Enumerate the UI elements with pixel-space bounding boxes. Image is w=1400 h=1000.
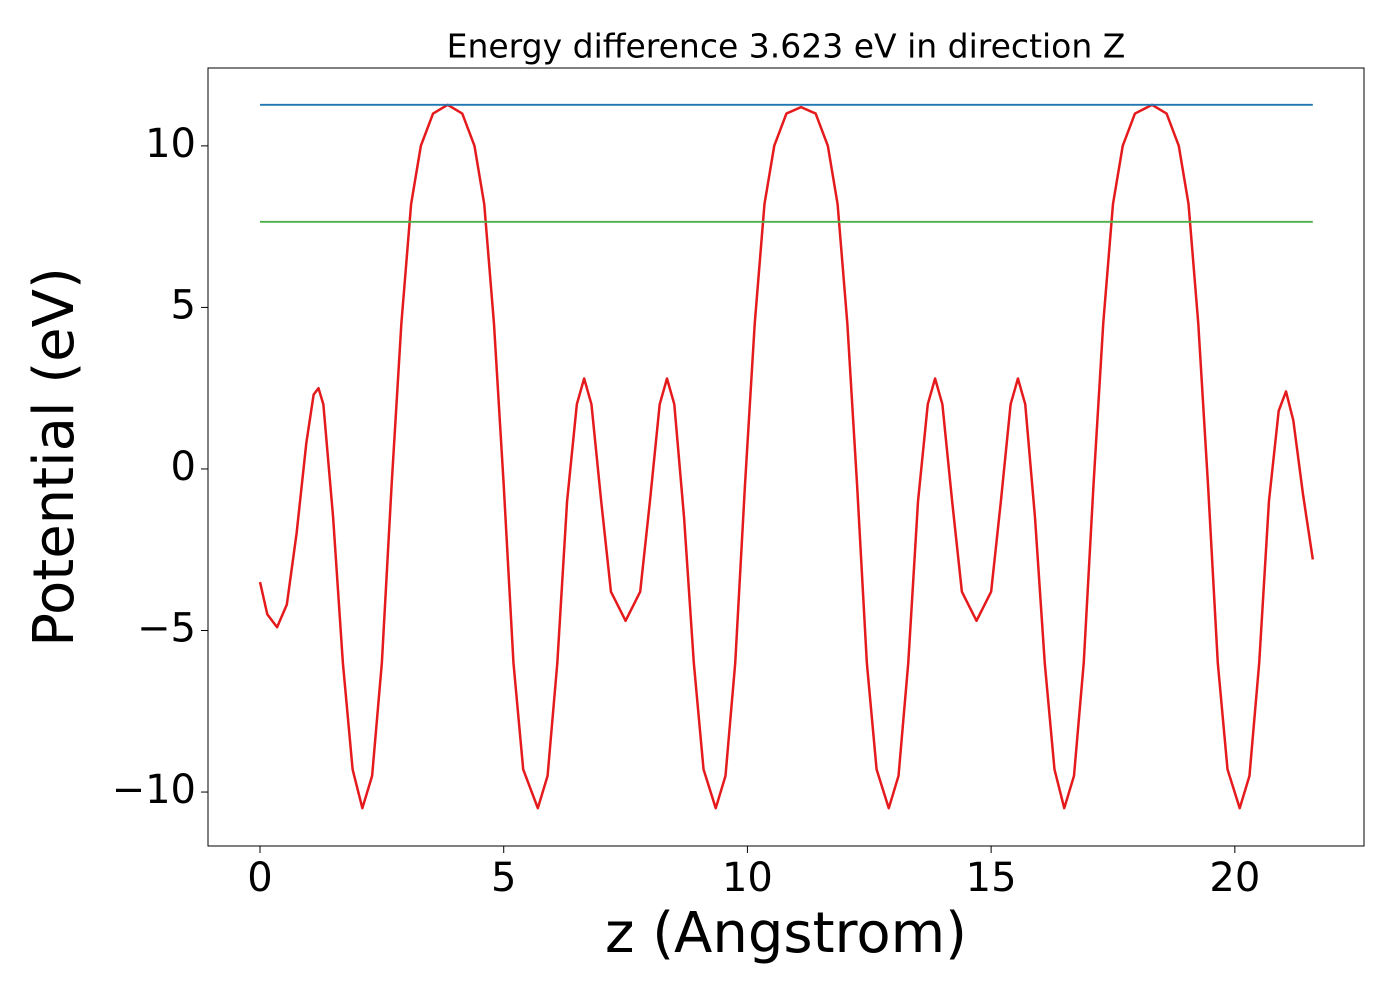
y-tick-label: 5 [171,282,196,328]
chart-title: Energy difference 3.623 eV in direction … [447,27,1126,66]
y-tick-label: −10 [112,767,196,813]
x-tick-label: 0 [247,855,272,901]
x-axis-label: z (Angstrom) [605,901,967,966]
x-tick-label: 10 [722,855,773,901]
y-axis-label: Potential (eV) [22,267,87,647]
x-tick-label: 15 [966,855,1017,901]
line-series [258,103,1315,810]
y-tick-label: 10 [145,121,196,167]
y-tick-label: −5 [137,605,196,651]
x-tick-label: 20 [1209,855,1260,901]
x-tick-label: 5 [491,855,516,901]
plot-frame [207,67,1365,847]
y-tick-label: 0 [171,444,196,490]
